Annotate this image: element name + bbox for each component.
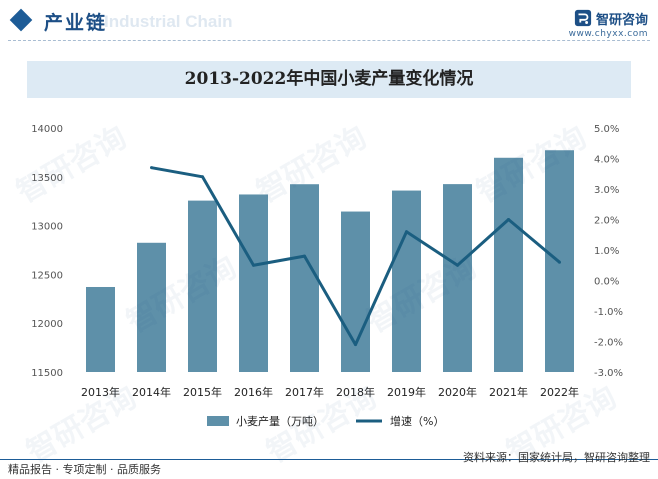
bar-2018年 — [341, 211, 370, 372]
bar-2021年 — [494, 157, 523, 372]
brand-logo-icon — [574, 9, 592, 26]
line-point-2017年 — [303, 254, 306, 258]
right-tick-label: 5.0% — [594, 124, 619, 135]
category-label: 2015年 — [183, 385, 222, 399]
header-bar: Industrial Chain 产业链 智研咨询 www.chyxx.com — [0, 0, 658, 44]
category-label: 2013年 — [81, 385, 120, 399]
left-tick-label: 14000 — [31, 124, 63, 135]
left-tick-label: 11500 — [31, 368, 63, 379]
line-point-2019年 — [405, 230, 408, 234]
chart-title: 2013-2022年中国小麦产量变化情况 — [184, 69, 474, 89]
chart: 11500 12000 12500 13000 13500 14000 -3.0% -2.0… — [31, 124, 623, 428]
bar-2017年 — [290, 184, 319, 372]
right-tick-label: -3.0% — [594, 368, 623, 379]
left-axis-ticks: 11500 12000 12500 13000 13500 14000 — [31, 124, 63, 379]
category-label: 2022年 — [540, 385, 579, 399]
left-tick-label: 12500 — [31, 270, 63, 281]
chart-title-band: 2013-2022年中国小麦产量变化情况 — [27, 61, 631, 98]
bar-2016年 — [239, 194, 268, 372]
category-label: 2016年 — [234, 385, 273, 399]
line-point-2016年 — [252, 263, 255, 267]
bar-2014年 — [137, 242, 166, 372]
ghost-subtitle: Industrial Chain — [104, 12, 233, 31]
right-tick-label: 1.0% — [594, 246, 619, 257]
bar-2015年 — [188, 200, 217, 372]
brand-name: 智研咨询 — [595, 13, 648, 28]
footer-source: 资料来源：国家统计局，智研咨询整理 — [463, 451, 650, 464]
footer-slogan: 精品报告 · 专项定制 · 品质服务 — [8, 463, 161, 476]
right-tick-label: 4.0% — [594, 155, 619, 166]
line-point-2018年 — [354, 343, 357, 347]
bar-2019年 — [392, 190, 421, 372]
bar-2013年 — [86, 286, 115, 372]
line-point-2015年 — [201, 175, 204, 179]
brand-url[interactable]: www.chyxx.com — [568, 29, 648, 39]
category-label: 2017年 — [285, 385, 324, 399]
right-tick-label: 3.0% — [594, 185, 619, 196]
category-label: 2021年 — [489, 385, 528, 399]
footer: 精品报告 · 专项定制 · 品质服务 资料来源：国家统计局，智研咨询整理 — [0, 451, 658, 479]
category-label: 2014年 — [132, 385, 171, 399]
category-label: 2018年 — [336, 385, 375, 399]
legend-line-label: 增速（%） — [390, 414, 444, 428]
line-point-2020年 — [456, 263, 459, 267]
section-title: 产业链 — [44, 12, 108, 34]
left-tick-label: 13500 — [31, 173, 63, 184]
legend-bar-swatch — [207, 416, 229, 426]
bar-2020年 — [443, 184, 472, 372]
right-tick-label: -1.0% — [594, 307, 623, 318]
line-point-2021年 — [507, 218, 510, 221]
legend-bar-label: 小麦产量（万吨） — [236, 414, 324, 428]
header-divider — [8, 40, 650, 41]
line-point-2022年 — [558, 260, 561, 264]
legend: 小麦产量（万吨） 增速（%） — [207, 414, 444, 428]
right-tick-label: -2.0% — [594, 338, 623, 349]
line-point-2014年 — [150, 166, 153, 170]
left-tick-label: 13000 — [31, 222, 63, 233]
right-tick-label: 2.0% — [594, 216, 619, 227]
brand: 智研咨询 www.chyxx.com — [569, 8, 648, 39]
category-axis: 2013年 2014年 2015年 2016年 2017年 2018年 2019年 2020年… — [81, 385, 579, 399]
line-series — [150, 166, 561, 347]
right-tick-label: 0.0% — [594, 277, 619, 288]
bar-series — [86, 150, 574, 372]
category-label: 2020年 — [438, 385, 477, 399]
footer-divider — [0, 459, 658, 460]
right-axis-ticks: -3.0% -2.0% -1.0% 0.0% 1.0% 2.0% 3.0% 4.0% 5.0% — [594, 124, 623, 379]
category-label: 2019年 — [387, 385, 426, 399]
left-tick-label: 12000 — [31, 319, 63, 330]
